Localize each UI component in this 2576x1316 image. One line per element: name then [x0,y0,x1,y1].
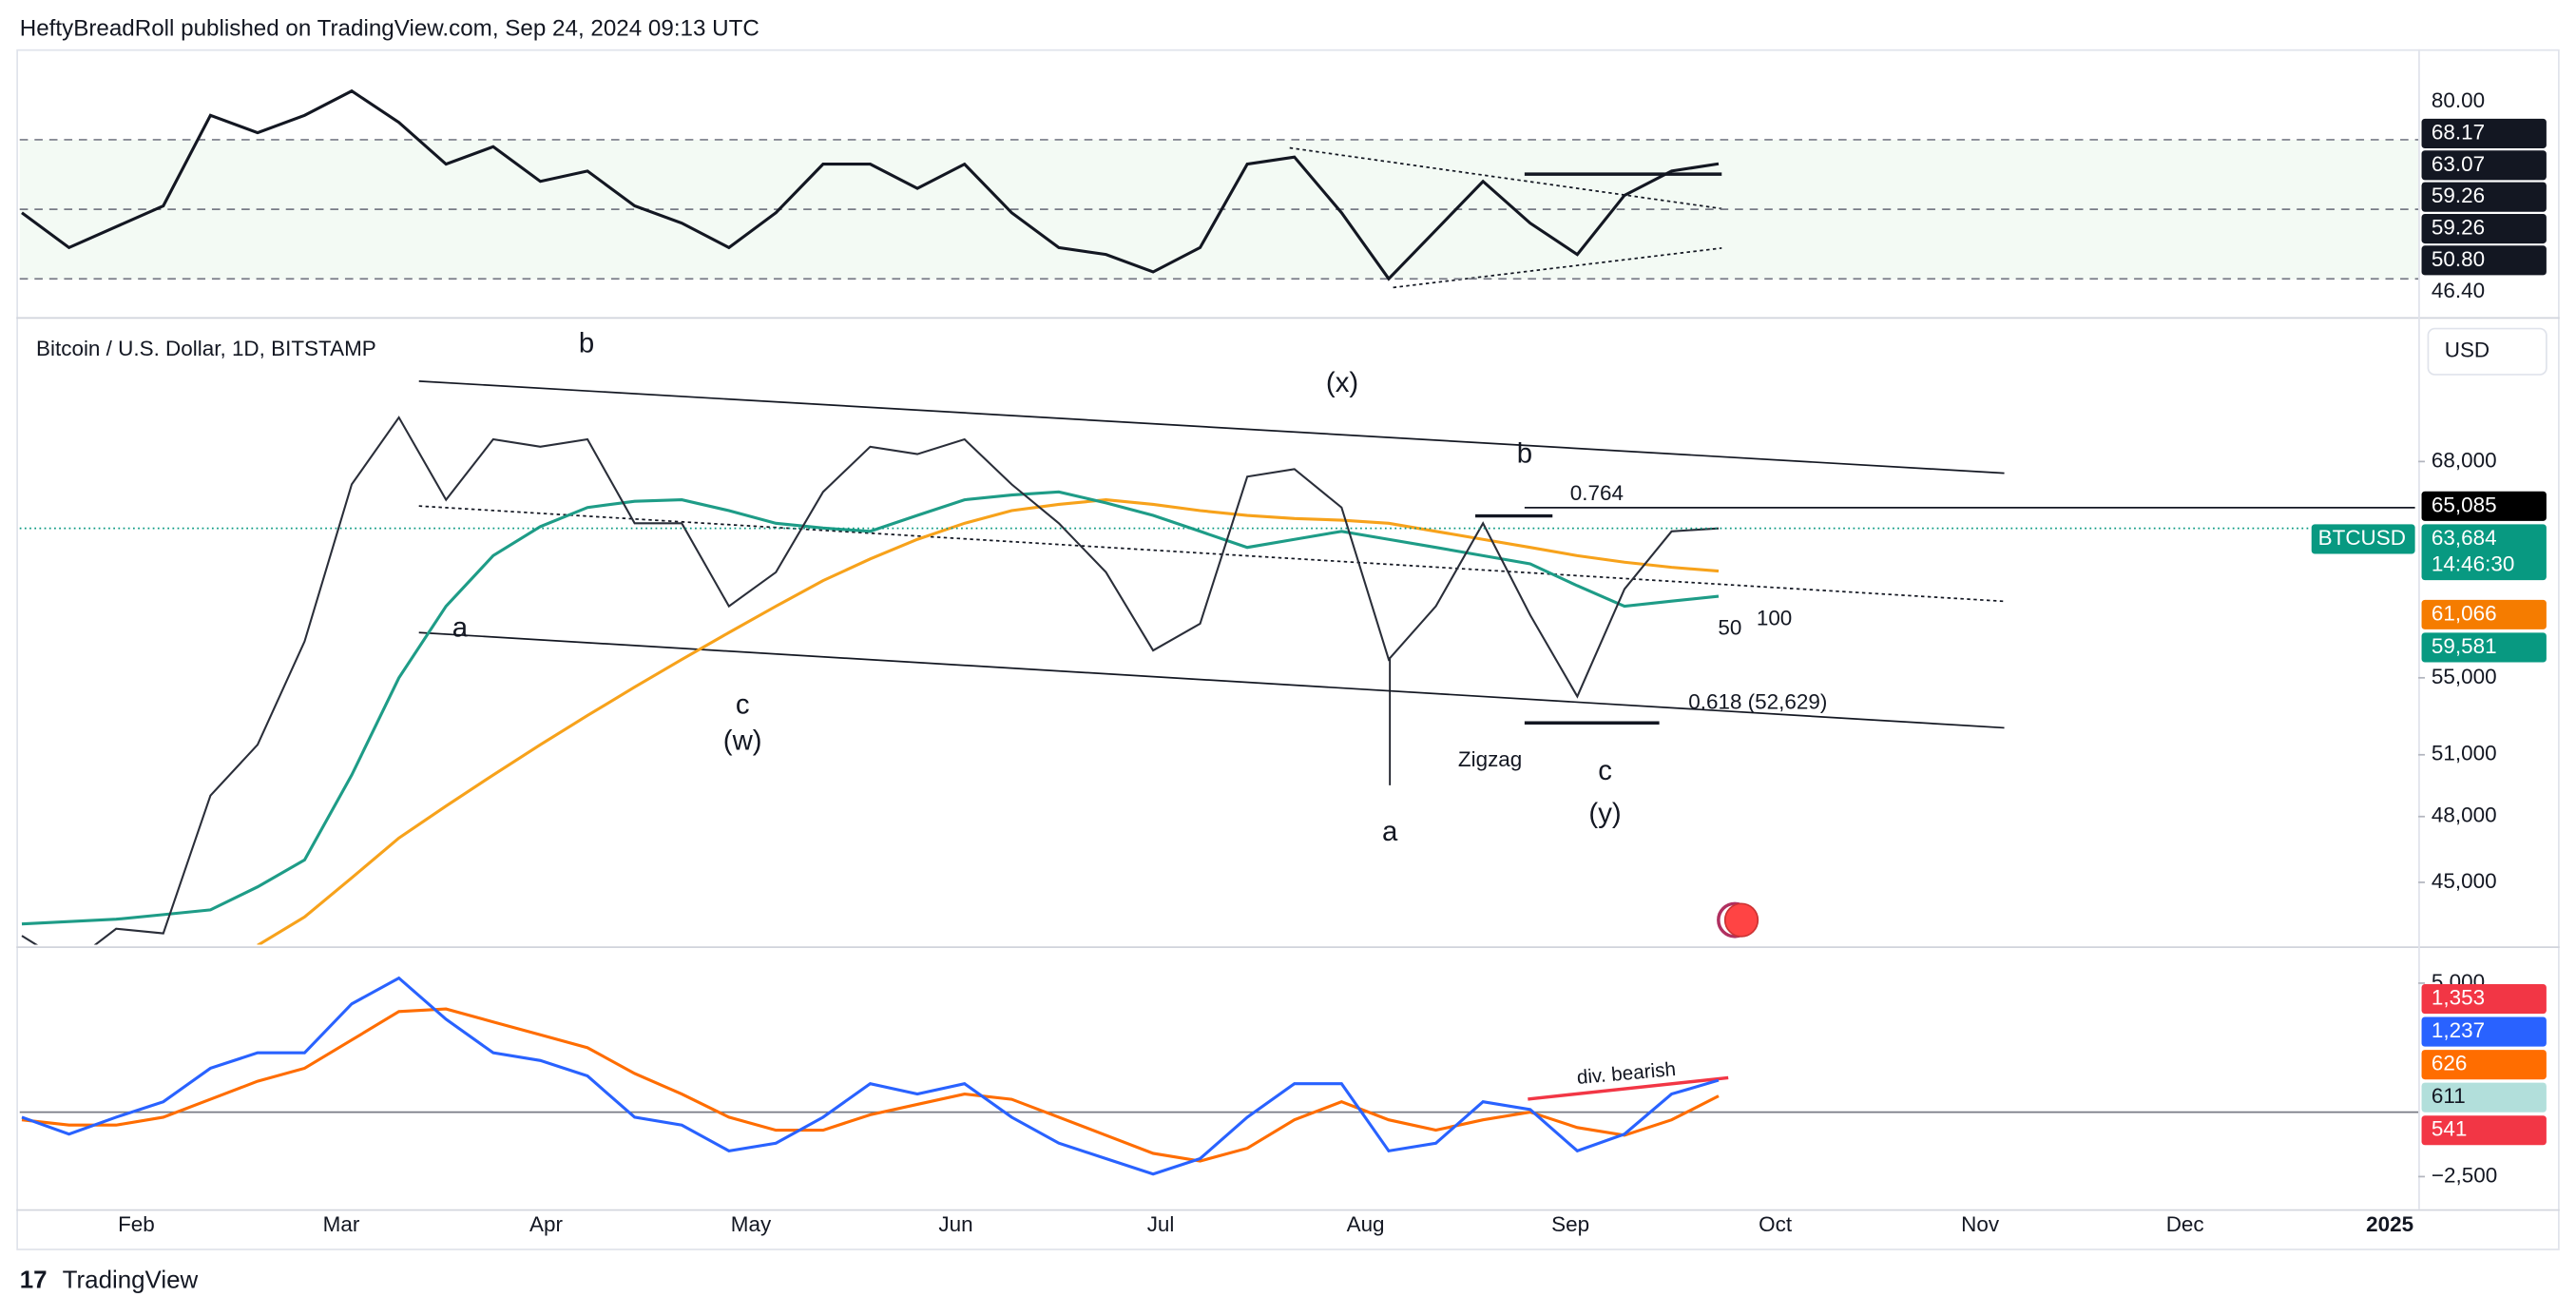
x-tick-label: Jul [1147,1212,1175,1236]
symbol-label: BTCUSD [2318,526,2406,550]
annotation: 100 [1757,606,1792,629]
price-tag-time: 14:46:30 [2432,552,2514,575]
annotation: (w) [723,726,762,757]
value-tag-label: 541 [2432,1117,2467,1141]
currency-label[interactable]: USD [2445,339,2489,362]
frame [16,48,2560,1250]
chart-title: Bitcoin / U.S. Dollar, 1D, BITSTAMP [36,337,376,360]
annotation: c [1598,755,1612,786]
x-tick-label: Feb [118,1212,155,1236]
header: HeftyBreadRoll published on TradingView.… [20,15,759,41]
annotation: (y) [1588,798,1621,829]
value-tag [2421,150,2547,181]
value-tag [2421,182,2547,212]
y-tick-label: 51,000 [2432,742,2497,765]
x-tick-label: May [731,1212,772,1236]
value-tag [2421,1016,2547,1047]
x-tick-label: Mar [323,1212,360,1236]
value-tag-label: 46.40 [2432,279,2485,302]
value-tag [2421,213,2547,244]
annotation: a [452,612,469,644]
value-tag-label: 59.26 [2432,215,2485,239]
footer: 17 TradingView [20,1268,199,1294]
rsi-trend [1289,146,1722,210]
flag-icon [1723,902,1759,938]
value-tag-label: 611 [2432,1084,2466,1108]
value-tag [2421,983,2547,1015]
x-tick-label: Nov [1961,1212,2000,1236]
rsi-trend [1393,247,1722,289]
price-tag [2421,491,2547,521]
y-tick-label: −2,500 [2432,1163,2497,1187]
annotation: a [1382,816,1398,847]
price-tag-label: 59,581 [2432,634,2497,658]
value-tag-label: 1,353 [2432,985,2485,1009]
value-tag-label: 68.17 [2432,120,2485,144]
annotation: 50 [1718,616,1741,640]
channel-mid [418,505,2005,603]
annotation: (x) [1326,367,1358,398]
currency-button[interactable] [2427,327,2547,376]
annotation: 0.764 [1570,481,1624,505]
value-tag [2421,1115,2547,1146]
value-tag-label: 50.80 [2432,247,2485,271]
annotation: c [736,689,750,721]
series-line [21,976,1720,1176]
x-tick-label: 2025 [2366,1212,2413,1236]
x-tick-label: Dec [2166,1212,2204,1236]
price-tag-label: 63,684 [2432,526,2497,550]
value-tag [2421,1082,2547,1113]
value-tag-label: 63.07 [2432,152,2485,176]
footer-logo: 17 [20,1268,48,1294]
footer-brand: TradingView [63,1268,199,1294]
value-tag [2421,118,2547,149]
value-tag [2421,245,2547,276]
divergence-line [1528,1075,1729,1101]
annotation: b [579,328,594,359]
x-tick-label: Aug [1347,1212,1385,1236]
annotation: 0.618 (52,629) [1688,689,1827,713]
value-tag [2421,1050,2547,1080]
x-tick-label: Jun [938,1212,972,1236]
x-tick-label: Apr [529,1212,563,1236]
value-tag-label: 80.00 [2432,88,2485,112]
annotation: b [1517,437,1532,469]
y-tick-label: 48,000 [2432,803,2497,827]
price-tag-label: 61,066 [2432,601,2497,625]
y-tick-label: 55,000 [2432,665,2497,688]
series-line [21,88,1720,281]
value-tag-label: 1,237 [2432,1018,2485,1042]
channel-bottom [418,631,2005,729]
annotation: Zigzag [1458,747,1522,771]
price-tag [2421,599,2547,629]
x-tick-label: Oct [1759,1212,1793,1236]
value-tag-label: 626 [2432,1052,2467,1075]
value-tag-label: 59.26 [2432,184,2485,207]
price-tag [2421,524,2547,581]
series-line [21,490,1720,926]
x-tick-label: Sep [1551,1212,1589,1236]
y-tick-label: 68,000 [2432,448,2497,472]
y-tick-label: 45,000 [2432,869,2497,893]
price-tag [2421,632,2547,663]
channel-top [418,379,2005,474]
series-line [21,416,1720,945]
symbol-tag [2311,524,2415,554]
series-line [21,1007,1720,1163]
price-tag-label: 65,085 [2432,493,2497,516]
